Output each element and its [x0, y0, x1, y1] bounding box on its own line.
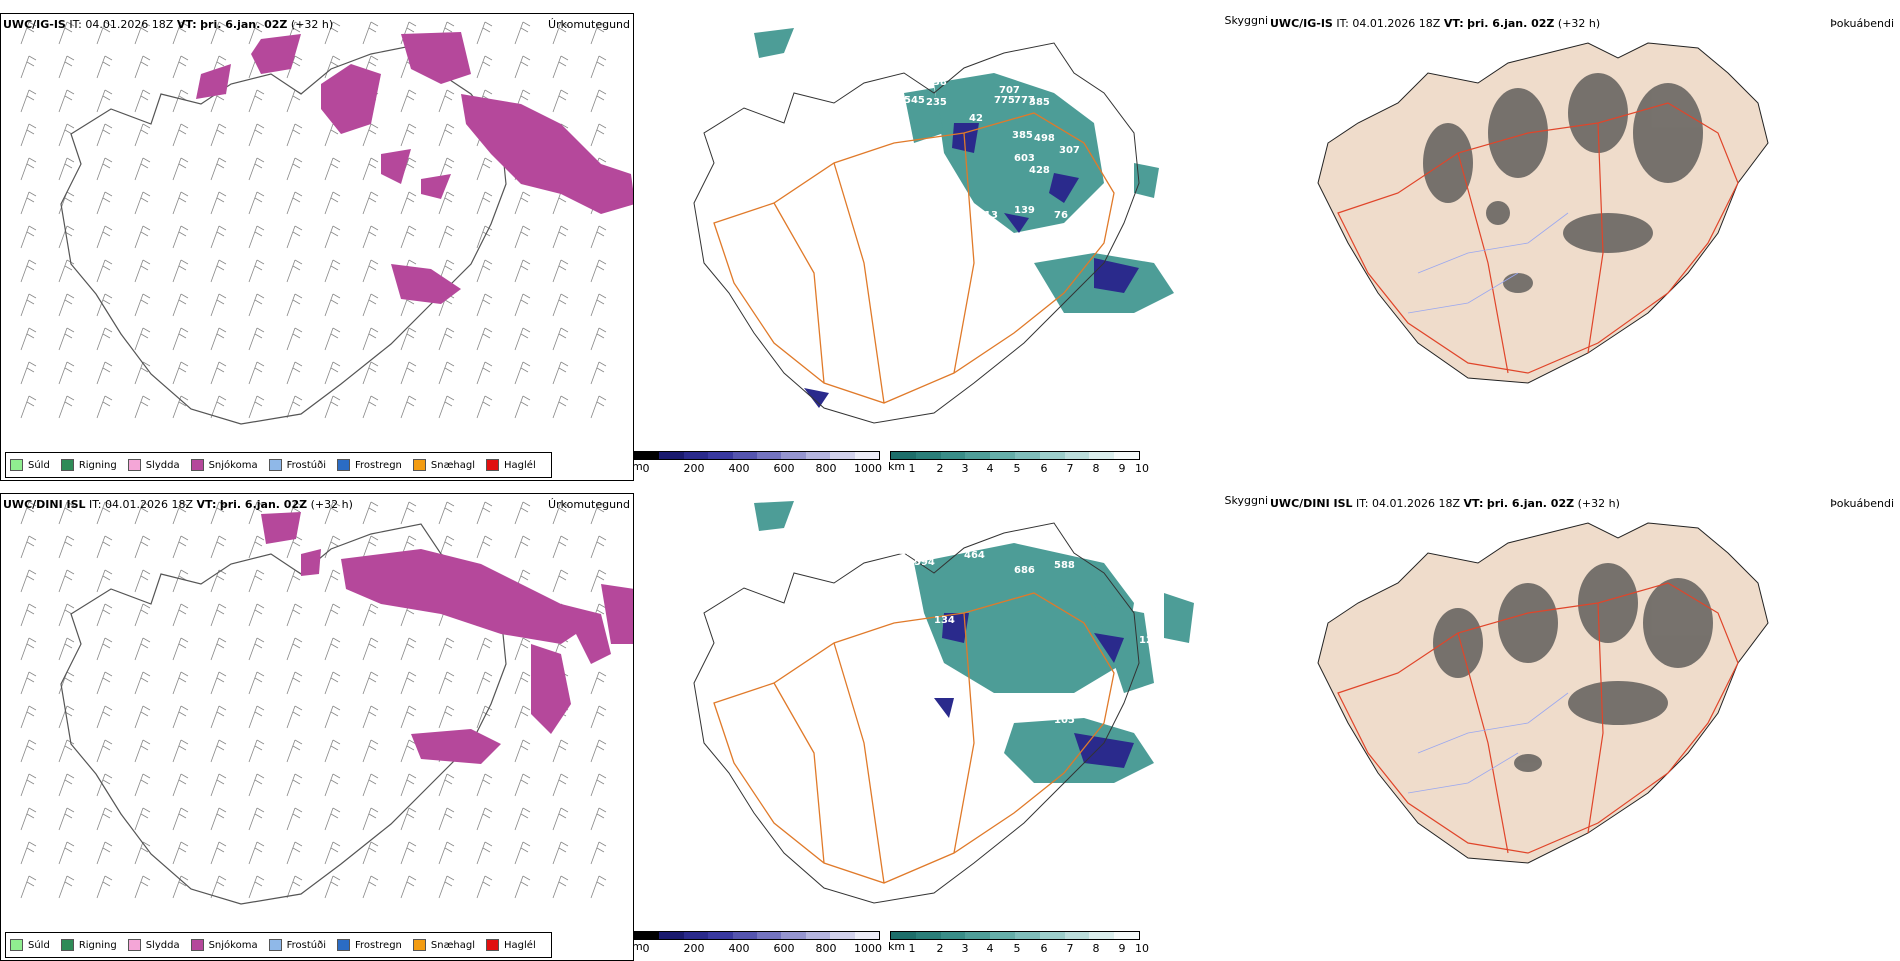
cloud-base-label: 139 [1014, 205, 1035, 216]
cloud-base-label: 42 [969, 113, 983, 124]
fog-map-row2 [1317, 522, 1769, 864]
precip-type-panel-row2: UWC/DINI ISL IT: 04.01.2026 18Z VT: þri.… [0, 493, 634, 961]
road-network [713, 592, 1115, 884]
legend-item: Slydda [127, 939, 180, 951]
cloud-base-label: 134 [934, 615, 955, 626]
precip-map-row2 [20, 501, 633, 905]
cloud-base-label: 492 [899, 547, 920, 558]
fog-roads [1337, 102, 1739, 374]
panel-name: Úrkomutegund [548, 18, 630, 31]
cloud-base-label: 919 [974, 65, 995, 76]
cloud-base-label: 105 [1054, 715, 1075, 726]
cloud-base-label: 464 [964, 550, 985, 561]
fog-map-row1 [1317, 42, 1769, 384]
iceland-outline [693, 42, 1140, 424]
panel-name: Skyggni [1224, 14, 1268, 27]
visibility-colorbar: km 1 2 3 4 5 6 7 8 9 10 [888, 451, 1149, 476]
cloud-base-label: 385 [1029, 97, 1050, 108]
cloud-base-label: 603 [1014, 153, 1035, 164]
cloud-base-label: 594 [914, 557, 935, 568]
panel-name: Þokuábendi [1830, 17, 1894, 30]
cloud-base-label: 62 [1144, 595, 1158, 606]
fog-panel-row1: UWC/IG-IS IT: 04.01.2026 18Z VT: þri. 6.… [1268, 13, 1900, 481]
cloud-base-label: 219 [1019, 707, 1040, 718]
legend-item: Slydda [127, 459, 180, 471]
visibility-colorbar: km 1 2 3 4 5 6 7 8 9 10 [888, 931, 1149, 956]
legend-item: Rigning [60, 459, 117, 471]
legend-item: Frostregn [337, 939, 402, 951]
fog-panel-row2: UWC/DINI ISL IT: 04.01.2026 18Z VT: þri.… [1268, 493, 1900, 961]
panel-title: UWC/IG-IS IT: 04.01.2026 18Z VT: þri. 6.… [3, 18, 334, 31]
cloud-base-label: 510 [879, 82, 900, 93]
cloud-base-label: 76 [1054, 210, 1068, 221]
legend-item: Súld [10, 459, 50, 471]
precip-type-legend: Súld Rigning Slydda Snjókoma Frostúði Fr… [5, 452, 552, 478]
rivers [1407, 212, 1569, 314]
rivers [1407, 692, 1569, 794]
panel-title: UWC/DINI ISL IT: 04.01.2026 18Z VT: þri.… [3, 498, 353, 511]
snow-areas [261, 512, 633, 764]
cloud-base-label: 538 [926, 77, 947, 88]
panel-name: Úrkomutegund [548, 498, 630, 511]
iceland-outline [693, 522, 1140, 904]
cloud-base-label: 136 [984, 710, 1005, 721]
legend-item: Súld [10, 939, 50, 951]
ceiling-colorbar: m 0 200 400 600 800 1000 [634, 931, 882, 956]
wind-barbs [20, 501, 607, 899]
panel-name: Skyggni [1224, 494, 1268, 507]
precip-type-panel-row1: UWC/IG-IS IT: 04.01.2026 18Z VT: þri. 6.… [0, 13, 634, 481]
snow-areas [196, 32, 633, 304]
legend-item: Frostregn [337, 459, 402, 471]
cloud-base-label: 545 [904, 95, 925, 106]
cloud-base-label: 129 [1139, 635, 1160, 646]
fog-shading [1433, 563, 1713, 772]
precip-map-row1 [20, 21, 633, 425]
cloud-base-label: 385 [1012, 130, 1033, 141]
cloud-base-label: 307 [1059, 145, 1080, 156]
legend-item: Frostúði [268, 459, 326, 471]
cloud-base-label: 13 [984, 210, 998, 221]
panel-name: Þokuábendi [1830, 497, 1894, 510]
cloud-visibility-panel-row2: 492 594 464 686 588 138 134 62 129 171 228 136 219 10… [634, 493, 1268, 961]
iceland-outline [60, 43, 507, 425]
cloud-base-label: 231 [934, 205, 955, 216]
iceland-land [1317, 42, 1769, 384]
cloud-base-label: 498 [1034, 133, 1055, 144]
legend-item: Haglél [486, 939, 536, 951]
legend-item: Frostúði [268, 939, 326, 951]
cloud-base-label: 686 [1014, 565, 1035, 576]
cloud-base-label: 428 [1029, 165, 1050, 176]
cloud-base-label: 235 [926, 97, 947, 108]
cloud-base-label: 777 [1014, 95, 1035, 106]
cloud-base-label: 228 [949, 715, 970, 726]
iceland-land [1317, 522, 1769, 864]
cloud-visibility-panel-row1: 510 545 538 235 919 707 775 777 42 385 385 498 307 60… [634, 13, 1268, 481]
precip-type-legend: Súld Rigning Slydda Snjókoma Frostúði Fr… [5, 932, 552, 958]
legend-item: Haglél [486, 459, 536, 471]
wind-barbs [20, 21, 607, 419]
legend-item: Snjókoma [190, 939, 258, 951]
cloud-base-label: 588 [1054, 560, 1075, 571]
fog-roads [1337, 582, 1739, 854]
legend-item: Rigning [60, 939, 117, 951]
legend-item: Snæhagl [412, 939, 475, 951]
panel-title: UWC/DINI ISL IT: 04.01.2026 18Z VT: þri.… [1270, 497, 1620, 510]
ceiling-colorbar: m 0 200 400 600 800 1000 [634, 451, 882, 476]
cloud-base-label: 138 [914, 645, 935, 656]
panel-title: UWC/IG-IS IT: 04.01.2026 18Z VT: þri. 6.… [1270, 17, 1601, 30]
legend-item: Snæhagl [412, 459, 475, 471]
cloud-base-label: 171 [896, 668, 917, 679]
cloud-base-label: 775 [994, 95, 1015, 106]
road-network [713, 112, 1115, 404]
cloud-base-label: 707 [999, 85, 1020, 96]
legend-item: Snjókoma [190, 459, 258, 471]
cloud-base-label: 14 [909, 205, 923, 216]
